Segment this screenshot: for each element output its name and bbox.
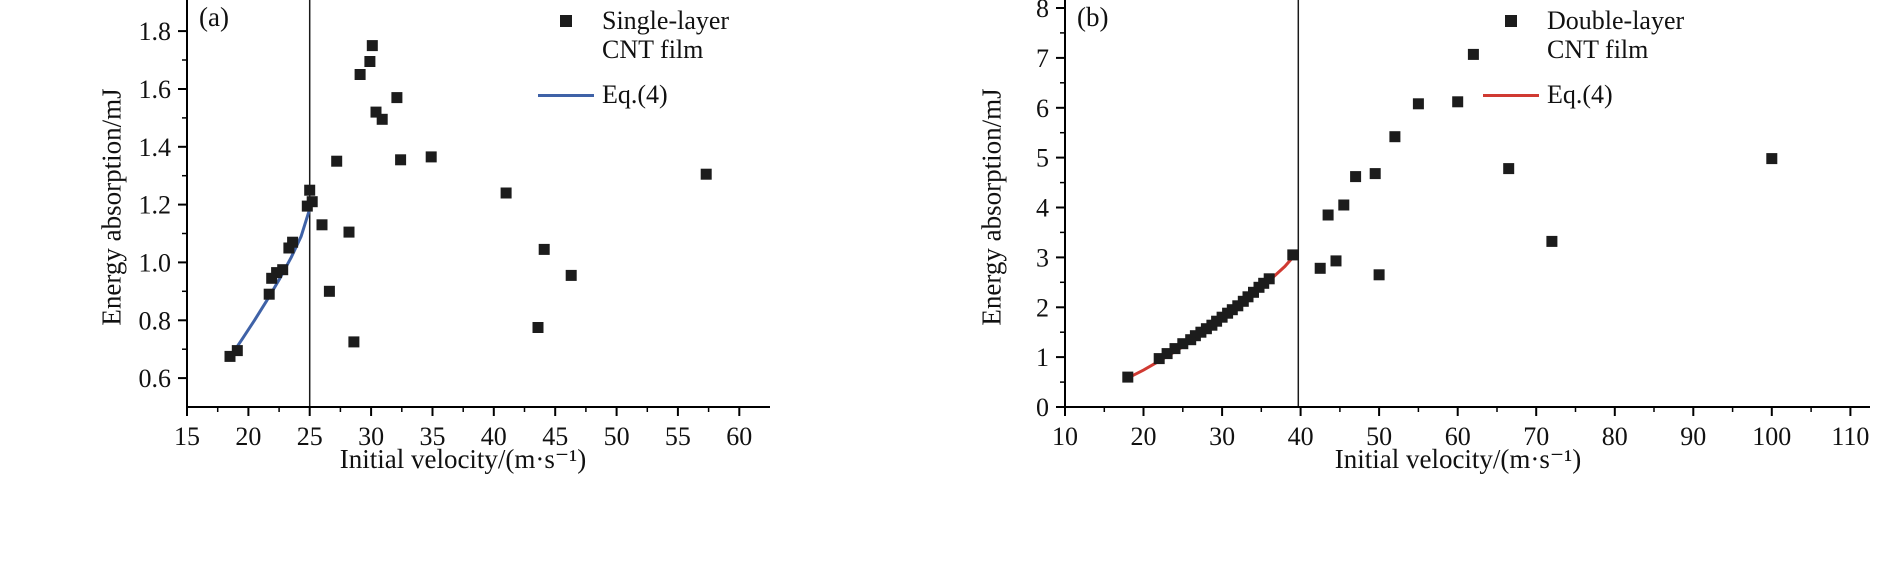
svg-text:1.0: 1.0 <box>139 248 172 277</box>
svg-text:1.2: 1.2 <box>139 191 172 220</box>
svg-text:25: 25 <box>297 422 323 451</box>
svg-text:70: 70 <box>1523 422 1549 451</box>
scatter-plot-a: 15 20 25 30 35 40 45 50 55 60 0.6 0.8 1.0 1.2 1.4 1.6 1.… <box>139 0 770 451</box>
svg-text:60: 60 <box>1445 422 1471 451</box>
svg-text:2: 2 <box>1036 293 1049 322</box>
svg-text:1: 1 <box>1036 343 1049 372</box>
y-axis-title-a: Energy absorption/mJ <box>96 88 127 326</box>
legend-entry-series-b: Double-layer CNT film <box>1475 6 1775 64</box>
panel-label-b: (b) <box>1077 2 1109 32</box>
svg-text:7: 7 <box>1036 44 1049 73</box>
svg-text:90: 90 <box>1680 422 1706 451</box>
svg-text:1.4: 1.4 <box>139 133 172 162</box>
square-marker-icon <box>1505 15 1517 27</box>
svg-text:0.8: 0.8 <box>139 306 172 335</box>
svg-text:6: 6 <box>1036 94 1049 123</box>
svg-text:55: 55 <box>665 422 691 451</box>
legend-icon-cell <box>530 80 602 110</box>
svg-text:30: 30 <box>1209 422 1235 451</box>
svg-text:1.8: 1.8 <box>139 17 172 46</box>
panel-a: 15 20 25 30 35 40 45 50 55 60 0.6 0.8 1.0 1.2 1.4 1.6 1.… <box>96 0 830 474</box>
svg-text:20: 20 <box>1131 422 1157 451</box>
legend-entry-series-a: Single-layer CNT film <box>530 6 830 64</box>
legend-series-label-a: Single-layer CNT film <box>602 6 730 65</box>
legend-fit-label-a: Eq.(4) <box>602 80 668 110</box>
svg-text:3: 3 <box>1036 243 1049 272</box>
legend-a: Single-layer CNT film Eq.(4) <box>530 6 830 126</box>
svg-text:110: 110 <box>1831 422 1869 451</box>
svg-text:35: 35 <box>420 422 446 451</box>
legend-icon-cell <box>1475 6 1547 36</box>
legend-fit-label-b: Eq.(4) <box>1547 80 1613 110</box>
panel-label-a: (a) <box>199 2 229 32</box>
svg-text:4: 4 <box>1036 194 1049 223</box>
legend-icon-cell <box>1475 80 1547 110</box>
svg-text:1.6: 1.6 <box>139 75 172 104</box>
y-axis-title-b: Energy absorption/mJ <box>976 88 1007 326</box>
legend-entry-fit-b: Eq.(4) <box>1475 80 1775 110</box>
svg-text:15: 15 <box>174 422 200 451</box>
svg-text:100: 100 <box>1752 422 1791 451</box>
legend-entry-fit-a: Eq.(4) <box>530 80 830 110</box>
svg-text:45: 45 <box>542 422 568 451</box>
svg-text:0.6: 0.6 <box>139 364 172 393</box>
svg-text:50: 50 <box>1366 422 1392 451</box>
legend-series-label-b: Double-layer CNT film <box>1547 6 1685 65</box>
svg-text:20: 20 <box>235 422 261 451</box>
svg-text:40: 40 <box>481 422 507 451</box>
svg-text:40: 40 <box>1288 422 1314 451</box>
svg-text:80: 80 <box>1602 422 1628 451</box>
svg-text:0: 0 <box>1036 393 1049 422</box>
svg-text:60: 60 <box>726 422 752 451</box>
legend-b: Double-layer CNT film Eq.(4) <box>1475 6 1775 126</box>
legend-icon-cell <box>530 6 602 36</box>
panel-b: 10 20 30 40 50 60 70 80 90 100 110 0 1 2 3 4 5 6 7 8 (b) En… <box>945 0 1890 585</box>
svg-text:10: 10 <box>1052 422 1078 451</box>
svg-text:8: 8 <box>1036 0 1049 23</box>
svg-text:5: 5 <box>1036 144 1049 173</box>
x-axis-title-a: Initial velocity/(m·s⁻¹) <box>339 444 587 474</box>
fit-line-sample-icon <box>1483 93 1539 97</box>
square-marker-icon <box>560 15 572 27</box>
x-axis-title-b: Initial velocity/(m·s⁻¹) <box>1334 444 1582 474</box>
svg-text:50: 50 <box>604 422 630 451</box>
scatter-plot-b: 10 20 30 40 50 60 70 80 90 100 110 0 1 2 3 4 5 6 7 8 <box>1036 0 1870 451</box>
fit-line-sample-icon <box>538 93 594 97</box>
svg-text:30: 30 <box>358 422 384 451</box>
